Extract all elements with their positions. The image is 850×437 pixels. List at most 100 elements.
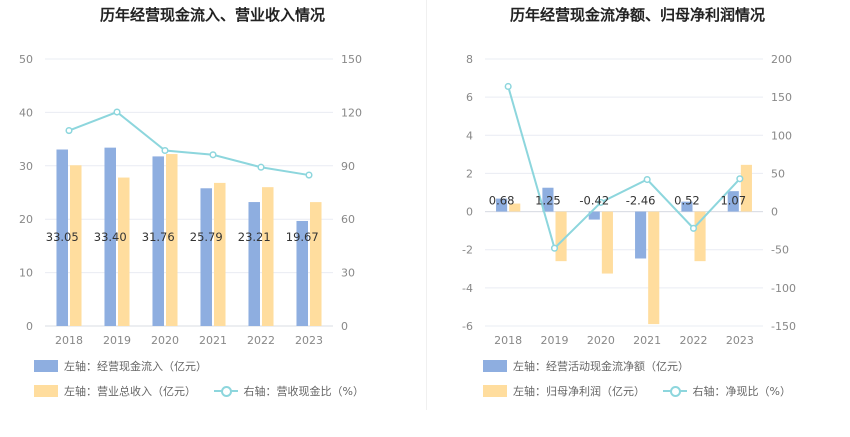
bar-primary: [727, 191, 739, 212]
legend-swatch-bar1: [34, 360, 58, 372]
right-axis-tick-label: 100: [771, 129, 792, 142]
right-axis-tick-label: 60: [341, 213, 355, 226]
line-point: [161, 146, 169, 155]
legend-item-ratio[interactable]: 右轴：营收现金比（%）: [213, 383, 364, 399]
x-axis-tick-label: 2019: [541, 334, 569, 347]
bar-primary: [588, 211, 600, 220]
line-point: [504, 82, 512, 91]
right-axis-tick-label: 0: [341, 320, 348, 333]
panel-divider: [426, 0, 427, 410]
data-label: 31.76: [142, 230, 175, 244]
left-legend-row2: 左轴：营业总收入（亿元） 右轴：营收现金比（%）: [34, 383, 378, 400]
x-axis-tick-label: 2020: [587, 334, 615, 347]
x-axis-tick-label: 2018: [494, 334, 522, 347]
bar-primary: [542, 187, 554, 212]
data-label: 1.25: [535, 194, 561, 208]
left-axis-tick-label: 4: [466, 129, 473, 142]
bar-secondary: [262, 187, 274, 326]
x-axis-tick-label: 2023: [726, 334, 754, 347]
line-point: [65, 127, 73, 135]
bar-secondary: [70, 165, 82, 326]
right-chart: -6 -4 -2 0 2 4 6 8 -150 -100 -50 0 50 100 150 200 2018 20…: [462, 53, 796, 347]
left-axis-tick-label: 10: [19, 267, 33, 280]
bar-secondary: [214, 182, 226, 326]
legend-item-net-cash[interactable]: 左轴：经营活动现金流净额（亿元）: [483, 358, 689, 374]
left-chart: 0 10 20 30 40 50 0 30 60 90 120 150 2018 2019 2020 2021…: [19, 53, 362, 347]
left-axis-tick-label: 8: [466, 53, 473, 66]
data-label: -2.46: [626, 194, 656, 208]
left-axis-tick-label: 0: [466, 206, 473, 219]
data-label: 19.67: [286, 230, 319, 244]
left-legend: 左轴：经营现金流入（亿元）: [34, 358, 221, 375]
data-label: 0.68: [489, 194, 515, 208]
left-axis-tick-label: -2: [462, 244, 473, 257]
bar-primary: [248, 202, 260, 326]
right-legend-row2: 左轴：归母净利润（亿元） 右轴：净现比（%）: [483, 383, 805, 400]
legend-item-revenue[interactable]: 左轴：营业总收入（亿元）: [34, 383, 196, 399]
line-point: [305, 171, 313, 179]
left-axis-tick-label: 50: [19, 53, 33, 66]
bar-secondary: [118, 177, 130, 326]
legend-item-net-profit[interactable]: 左轴：归母净利润（亿元）: [483, 383, 645, 399]
legend-swatch-bar2: [483, 385, 507, 397]
bar-primary: [56, 149, 68, 326]
bar-primary: [496, 198, 508, 212]
bar-primary: [200, 188, 212, 326]
x-axis-tick-label: 2022: [680, 334, 708, 347]
x-axis-tick-label: 2023: [295, 334, 323, 347]
bar-primary: [296, 220, 308, 326]
right-axis-tick-label: 120: [341, 106, 362, 119]
data-label: -0.42: [579, 194, 609, 208]
left-axis-tick-label: 2: [466, 167, 473, 180]
bar-secondary: [740, 164, 752, 212]
right-axis-tick-label: -50: [771, 244, 789, 257]
bar-secondary: [648, 211, 660, 325]
x-axis-tick-label: 2020: [151, 334, 179, 347]
right-axis-tick-label: 30: [341, 267, 355, 280]
x-axis-tick-label: 2019: [103, 334, 131, 347]
right-chart-title: 历年经营现金流净额、归母净利润情况: [509, 6, 765, 24]
legend-item-cash-inflow[interactable]: 左轴：经营现金流入（亿元）: [34, 358, 207, 374]
left-axis-tick-label: 6: [466, 91, 473, 104]
line-point: [597, 198, 605, 206]
legend-label: 左轴：营业总收入（亿元）: [64, 385, 196, 398]
legend-label: 左轴：归母净利润（亿元）: [513, 385, 645, 398]
right-axis-tick-label: 200: [771, 53, 792, 66]
bar-secondary: [310, 202, 322, 326]
left-chart-title: 历年经营现金流入、营业收入情况: [99, 6, 325, 24]
legend-label: 右轴：净现比（%）: [692, 385, 791, 398]
bar-secondary: [555, 211, 567, 262]
data-label: 23.21: [238, 230, 271, 244]
line-point: [113, 108, 121, 116]
x-axis-tick-label: 2021: [633, 334, 661, 347]
left-axis-tick-label: 30: [19, 160, 33, 173]
left-axis-tick-label: -6: [462, 320, 473, 333]
right-axis-tick-label: 50: [771, 167, 785, 180]
line-point: [257, 163, 265, 171]
bar-primary: [104, 147, 116, 326]
line-point: [209, 151, 217, 159]
right-axis-tick-label: 150: [771, 91, 792, 104]
line-point: [689, 224, 698, 232]
bar-secondary: [509, 203, 521, 212]
right-axis-tick-label: 90: [341, 160, 355, 173]
legend-label: 右轴：营收现金比（%）: [243, 385, 364, 398]
bar-secondary: [601, 211, 613, 274]
left-axis-tick-label: 40: [19, 106, 33, 119]
legend-swatch-bar1: [483, 360, 507, 372]
line-point: [550, 244, 559, 252]
data-label: 33.05: [46, 230, 79, 244]
legend-swatch-line: [213, 385, 238, 397]
right-legend: 左轴：经营活动现金流净额（亿元）: [483, 358, 703, 375]
line-point: [736, 175, 744, 183]
x-axis-tick-label: 2021: [199, 334, 227, 347]
right-axis-tick-label: 0: [771, 206, 778, 219]
legend-label: 左轴：经营活动现金流净额（亿元）: [513, 360, 689, 373]
data-label: 0.52: [674, 194, 700, 208]
left-axis-tick-label: 0: [26, 320, 33, 333]
right-axis-tick-label: -150: [771, 320, 796, 333]
data-label: 1.07: [720, 194, 746, 208]
data-label: 25.79: [190, 230, 223, 244]
legend-item-net-ratio[interactable]: 右轴：净现比（%）: [662, 383, 791, 399]
